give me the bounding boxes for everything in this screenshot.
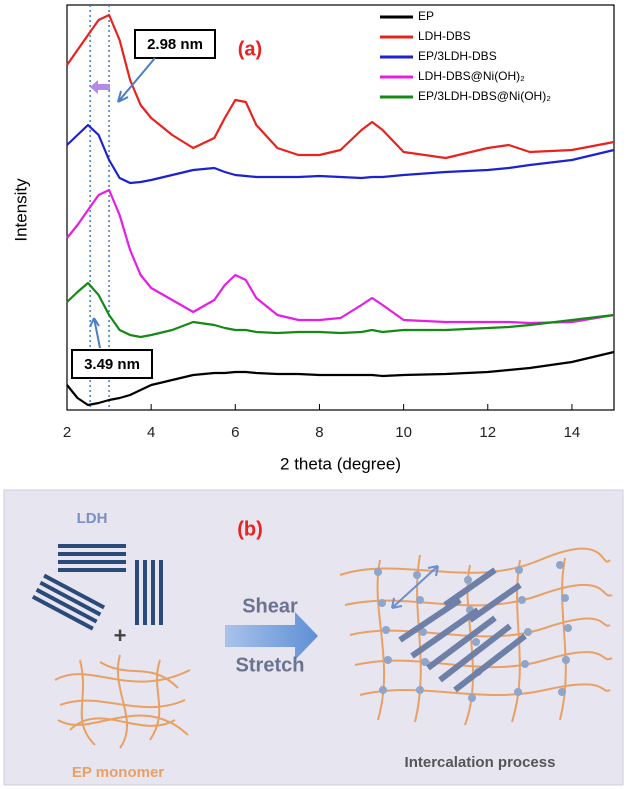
x-tick-label: 4 <box>147 424 155 441</box>
panel-label: (b) <box>237 518 263 540</box>
x-tick-label: 8 <box>315 424 323 441</box>
annotation-arrow <box>90 318 100 348</box>
series-line <box>67 190 614 323</box>
series-line <box>67 125 614 183</box>
figure: (b) LDH + EP monomer Shear Stretch Inter… <box>0 0 627 789</box>
annotation: 3.49 nm <box>84 356 140 373</box>
legend-label: EP <box>418 9 434 23</box>
shift-arrow <box>90 80 110 94</box>
plus: + <box>114 623 127 648</box>
legend-label: EP/3LDH-DBS@Ni(OH)₂ <box>418 89 551 103</box>
ldh-label: LDH <box>77 510 108 527</box>
x-tick-label: 2 <box>63 424 71 441</box>
x-tick-label: 10 <box>395 424 412 441</box>
legend-label: EP/3LDH-DBS <box>418 49 497 63</box>
series-line <box>67 283 614 337</box>
legend-label: LDH-DBS <box>418 29 471 43</box>
x-tick-label: 14 <box>564 424 581 441</box>
page: {"chart_data": {"type": "line", "xlabel"… <box>0 0 627 789</box>
x-axis-label: 2 theta (degree) <box>280 454 401 473</box>
y-axis-label: Intensity <box>11 178 30 242</box>
x-tick-label: 6 <box>231 424 239 441</box>
result-label: Intercalation process <box>405 754 556 771</box>
legend-label: LDH-DBS@Ni(OH)₂ <box>418 69 525 83</box>
monomer-label: EP monomer <box>72 764 164 781</box>
stretch-label: Stretch <box>236 654 305 676</box>
shear-label: Shear <box>242 595 298 617</box>
annotation: 2.98 nm <box>147 36 203 53</box>
x-tick-label: 12 <box>479 424 496 441</box>
panel-label: (a) <box>238 38 262 60</box>
